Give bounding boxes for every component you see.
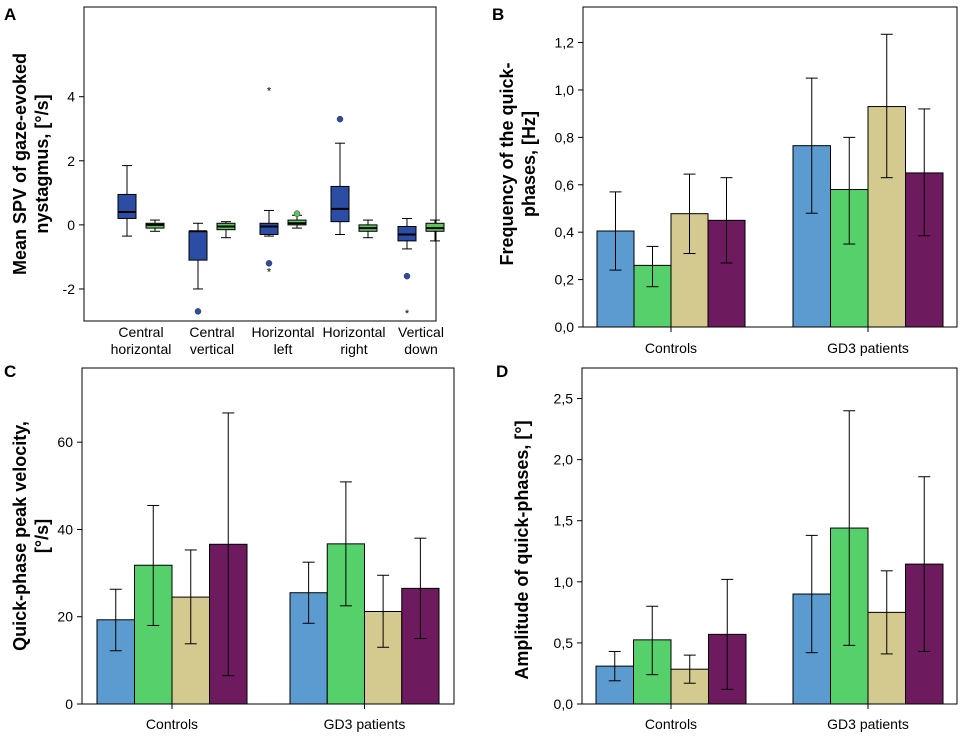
- panel-c-ylabel-line2: [°/s]: [32, 519, 52, 553]
- panel-c-ylabel-line1: Quick-phase peak velocity,: [10, 421, 30, 651]
- panel-b-ylabel-line1: Frequency of the quick-: [497, 62, 517, 265]
- panel-a-blue-box: [117, 193, 137, 219]
- panel-letter-d: D: [496, 362, 508, 381]
- panel-a-category-label-line2: vertical: [190, 341, 234, 357]
- panel-a-blue-box-extreme-star: *: [267, 266, 272, 278]
- panel-b-ytick-label: 1,0: [555, 82, 575, 98]
- panel-c-ytick-label: 20: [57, 609, 73, 625]
- panel-letter-b: B: [492, 5, 504, 24]
- panel-a-ytick-label: 2: [67, 153, 75, 169]
- panel-a: A Mean SPV of gaze-evoked nystagmus, [°/…: [4, 5, 445, 357]
- panel-c-ytick-label: 40: [57, 521, 73, 537]
- panel-a-blue-box: [259, 222, 279, 235]
- panel-a-yticks: 4 2 0 -2: [63, 89, 84, 297]
- panel-a-ylabel-line1: Mean SPV of gaze-evoked: [10, 53, 30, 275]
- panel-a-boxes: * * *: [117, 85, 445, 320]
- panel-d: D Amplitude of quick-phases, [°] 0,0 0,5 1…: [496, 362, 958, 732]
- panel-b-ytick-label: 0,0: [555, 319, 575, 335]
- panel-b-bar: [707, 219, 746, 328]
- panel-a-blue-box: [188, 230, 208, 261]
- panel-d-yticks: 0,0 0,5 1,0 1,5 2,0 2,5: [554, 391, 582, 712]
- panel-a-blue-box: [330, 185, 350, 223]
- panel-d-ytick-label: 2,0: [554, 452, 574, 468]
- panel-d-frame: [581, 367, 958, 705]
- panel-b-category-label: Controls: [645, 340, 697, 356]
- panel-a-ytick-label: 0: [67, 217, 75, 233]
- panel-d-bars: [595, 410, 944, 705]
- panel-c: C Quick-phase peak velocity, [°/s] 0 20 40…: [4, 362, 455, 732]
- panel-a-blue-box-outlier-point: [403, 272, 411, 280]
- panel-a-category-label-line1: Horizontal: [322, 324, 385, 340]
- panel-d-category-labels: Controls GD3 patients: [645, 704, 909, 732]
- panel-a-category-label-line2: left: [274, 341, 293, 357]
- panel-b-frame: [582, 6, 958, 328]
- panel-letter-a: A: [4, 5, 16, 24]
- panel-a-category-labels: CentralhorizontalCentralverticalHorizont…: [111, 324, 444, 357]
- panel-b-ytick-label: 1,2: [555, 35, 575, 51]
- panel-a-category-label-line1: Central: [189, 324, 234, 340]
- panel-d-ylabel: Amplitude of quick-phases, [°]: [512, 420, 532, 679]
- panel-a-ylabel-line2: nystagmus, [°/s]: [32, 94, 52, 233]
- panel-b-ytick-label: 0,2: [555, 272, 575, 288]
- panel-b: B Frequency of the quick- phases, [Hz] 0…: [492, 5, 958, 356]
- panel-d-category-label: Controls: [645, 716, 697, 732]
- panel-letter-c: C: [4, 362, 16, 381]
- panel-d-ytick-label: 1,5: [554, 513, 574, 529]
- panel-b-ylabel-line2: phases, [Hz]: [519, 111, 539, 217]
- panel-c-yticks: 0 20 40 60: [57, 434, 82, 712]
- panel-c-ytick-label: 60: [57, 434, 73, 450]
- panel-a-frame: [83, 6, 437, 322]
- panel-c-ytick-label: 0: [65, 696, 73, 712]
- panel-a-blue-box-extreme-star: *: [405, 308, 410, 320]
- panel-c-frame: [81, 367, 455, 705]
- panel-a-category-label-line1: Horizontal: [251, 324, 314, 340]
- panel-b-ytick-label: 0,4: [555, 224, 575, 240]
- panel-a-blue-box-outlier-point: [265, 260, 273, 267]
- panel-a-blue-box-extreme-star: *: [267, 85, 272, 97]
- panel-a-category-label-line2: horizontal: [111, 341, 172, 357]
- panel-c-category-label: Controls: [146, 716, 198, 732]
- panel-a-blue-box-outlier-point: [336, 115, 344, 123]
- panel-a-green-box-outlier-point: [293, 210, 301, 217]
- panel-b-category-labels: Controls GD3 patients: [645, 327, 909, 356]
- panel-b-bars: [596, 33, 944, 328]
- panel-d-ytick-label: 2,5: [554, 391, 574, 407]
- panel-b-category-label: GD3 patients: [827, 340, 909, 356]
- panel-a-ytick-label: -2: [63, 281, 76, 297]
- panel-a-category-label-line1: Central: [118, 324, 163, 340]
- panel-b-ytick-label: 0,8: [555, 129, 575, 145]
- panel-c-bars: [96, 412, 440, 705]
- panel-c-category-labels: Controls GD3 patients: [146, 704, 405, 732]
- panel-a-category-label-line2: down: [404, 341, 437, 357]
- panel-c-category-label: GD3 patients: [324, 716, 406, 732]
- panel-d-ytick-label: 0,5: [554, 635, 574, 651]
- panel-b-ytick-label: 0,6: [555, 177, 575, 193]
- panel-d-category-label: GD3 patients: [827, 716, 909, 732]
- panel-a-blue-box-outlier-point: [194, 308, 202, 315]
- panel-d-ytick-label: 0,0: [554, 696, 574, 712]
- panel-a-category-label-line2: right: [340, 341, 367, 357]
- panel-a-category-label-line1: Vertical: [398, 324, 444, 340]
- panel-b-yticks: 0,0 0,2 0,4 0,6 0,8 1,0 1,2: [555, 35, 583, 335]
- panel-a-ytick-label: 4: [67, 89, 75, 105]
- panel-d-ytick-label: 1,0: [554, 574, 574, 590]
